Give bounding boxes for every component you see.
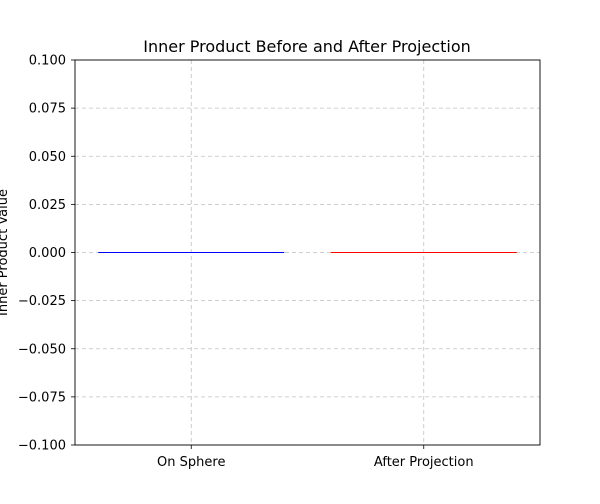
x-tick-label: After Projection xyxy=(374,455,474,470)
y-tick-label: 0.000 xyxy=(29,246,66,261)
y-tick-label: −0.025 xyxy=(18,294,66,309)
y-axis-label: Inner Product Value xyxy=(0,189,11,316)
y-tick-label: 0.100 xyxy=(29,54,66,69)
chart-title: Inner Product Before and After Projectio… xyxy=(143,37,471,56)
y-ticks: −0.100 −0.075 −0.050 −0.025 0.000 0.025 0.050 0… xyxy=(18,54,75,454)
x-ticks: On Sphere After Projection xyxy=(157,445,474,470)
y-tick-label: 0.075 xyxy=(29,102,66,117)
y-tick-label: −0.075 xyxy=(18,390,66,405)
y-tick-label: 0.025 xyxy=(29,198,66,213)
y-tick-label: −0.050 xyxy=(18,342,66,357)
x-tick-label: On Sphere xyxy=(157,455,225,470)
y-tick-label: −0.100 xyxy=(18,439,66,454)
y-tick-label: 0.050 xyxy=(29,150,66,165)
